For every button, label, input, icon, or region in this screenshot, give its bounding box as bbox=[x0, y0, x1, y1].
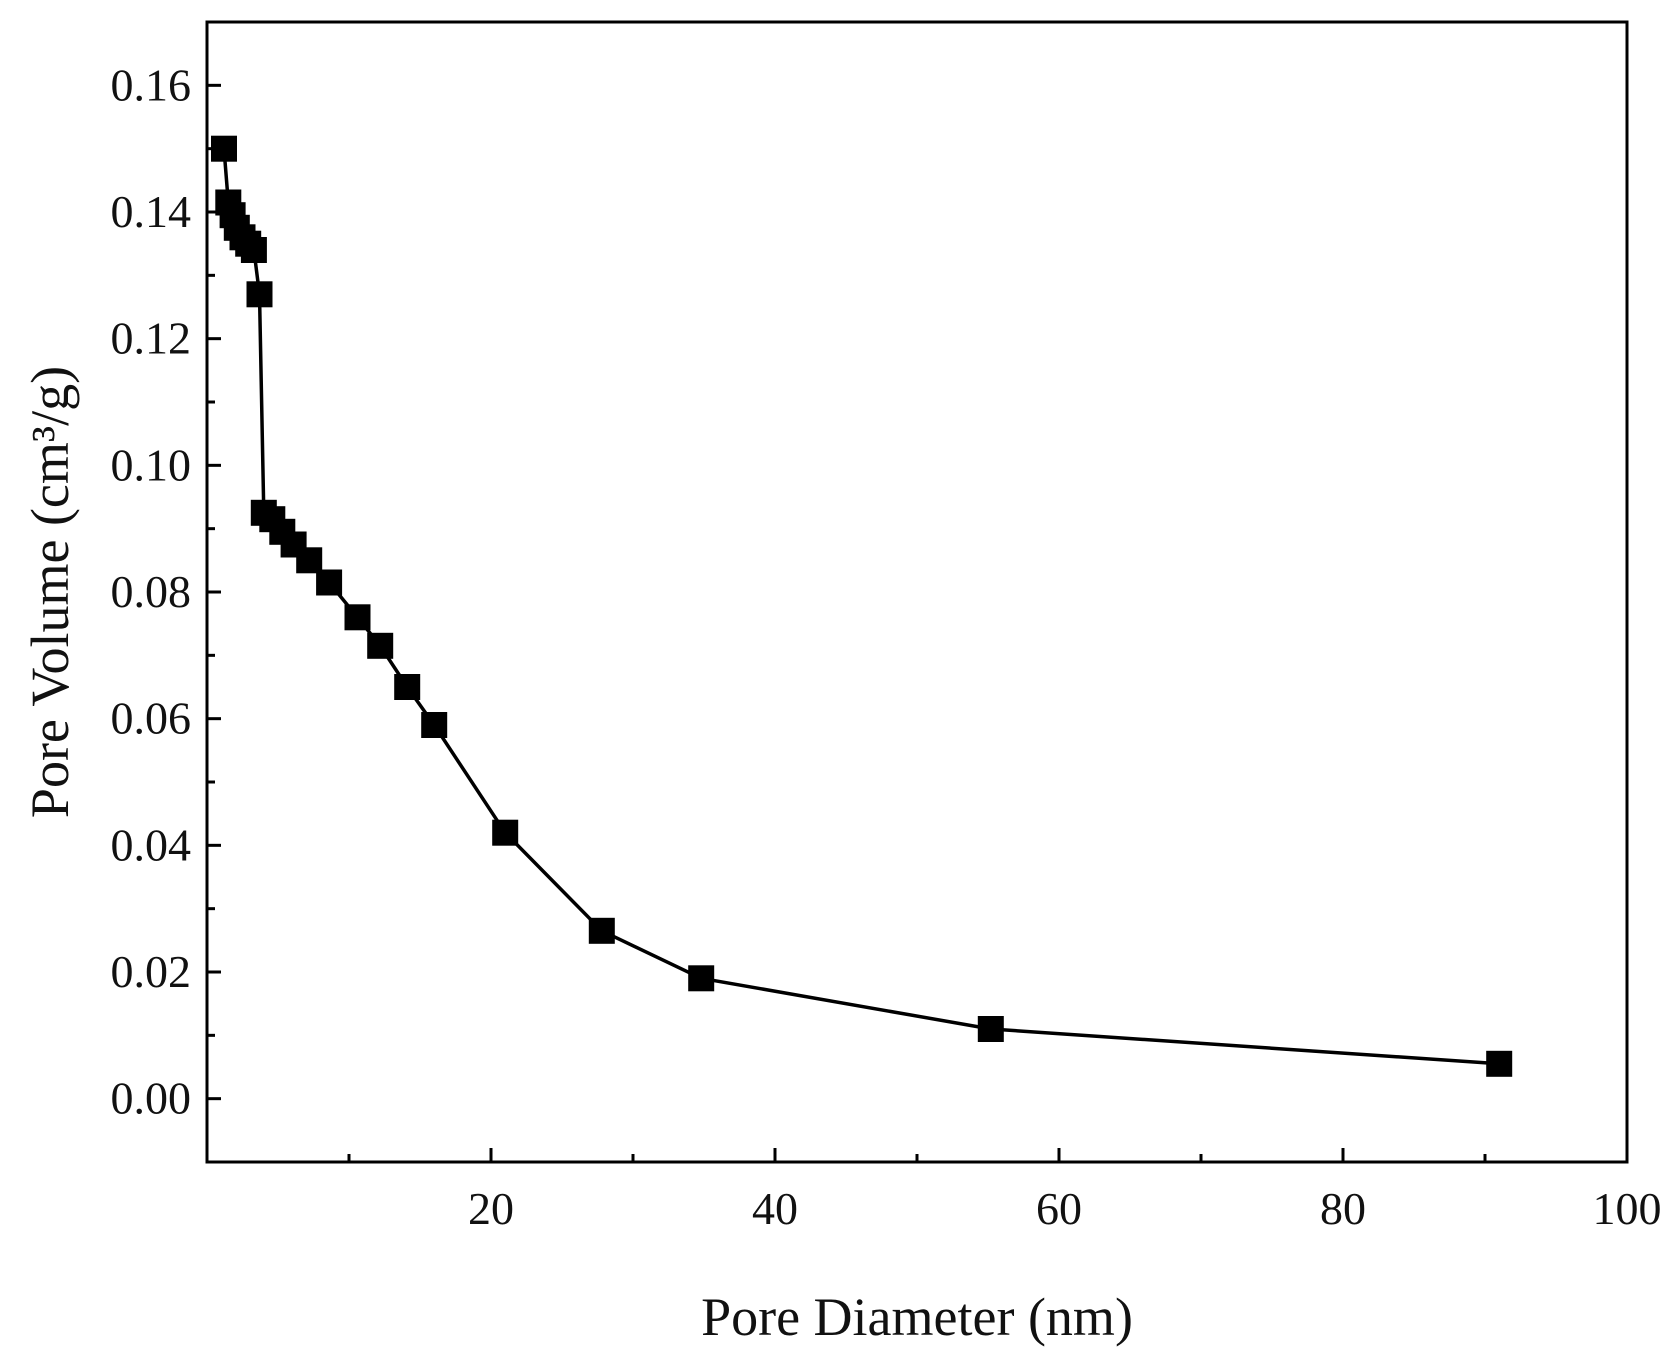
data-point-marker bbox=[246, 281, 273, 308]
data-point-marker bbox=[367, 632, 394, 659]
data-point-marker bbox=[211, 135, 237, 162]
y-tick-label: 0.16 bbox=[111, 59, 192, 110]
data-point-marker bbox=[421, 712, 448, 738]
x-tick-label: 80 bbox=[1320, 1183, 1366, 1234]
y-tick-label: 0.04 bbox=[111, 819, 192, 870]
plot-frame bbox=[205, 20, 1629, 1164]
data-point-marker bbox=[240, 237, 267, 263]
data-point-marker bbox=[688, 965, 715, 992]
y-tick-label: 0.02 bbox=[111, 946, 192, 997]
data-point-marker bbox=[394, 674, 421, 700]
data-point-marker bbox=[977, 1016, 1004, 1042]
y-tick-label: 0.14 bbox=[111, 186, 192, 237]
data-point-marker bbox=[296, 547, 323, 574]
plot-area: 20 40 60 80 100 0.00 0.02 0.04 0.06 0.08 0.10 0.12… bbox=[111, 20, 1662, 1234]
y-tick-label: 0.08 bbox=[111, 566, 192, 617]
y-tick-label: 0.00 bbox=[111, 1073, 192, 1124]
x-tick-label: 40 bbox=[752, 1183, 798, 1234]
y-axis-ticks: 0.00 0.02 0.04 0.06 0.08 0.10 0.12 0.14 0.16 bbox=[111, 59, 221, 1124]
data-point-marker bbox=[344, 604, 371, 631]
x-tick-label: 60 bbox=[1036, 1183, 1082, 1234]
x-tick-label: 100 bbox=[1593, 1183, 1662, 1234]
y-axis-title: Pore Volume (cm³/g) bbox=[20, 366, 80, 818]
y-tick-label: 0.10 bbox=[111, 439, 192, 490]
data-point-marker bbox=[1486, 1050, 1513, 1077]
x-tick-label: 20 bbox=[468, 1183, 514, 1234]
data-point-marker bbox=[588, 917, 615, 944]
x-axis-title: Pore Diameter (nm) bbox=[701, 1287, 1133, 1347]
y-tick-label: 0.12 bbox=[111, 313, 192, 364]
data-point-marker bbox=[316, 569, 343, 596]
x-axis-ticks: 20 40 60 80 100 bbox=[347, 1148, 1662, 1234]
series-layer bbox=[211, 135, 1513, 1077]
data-point-marker bbox=[492, 819, 519, 846]
series-line bbox=[222, 148, 1500, 1066]
y-tick-label: 0.06 bbox=[111, 693, 192, 744]
